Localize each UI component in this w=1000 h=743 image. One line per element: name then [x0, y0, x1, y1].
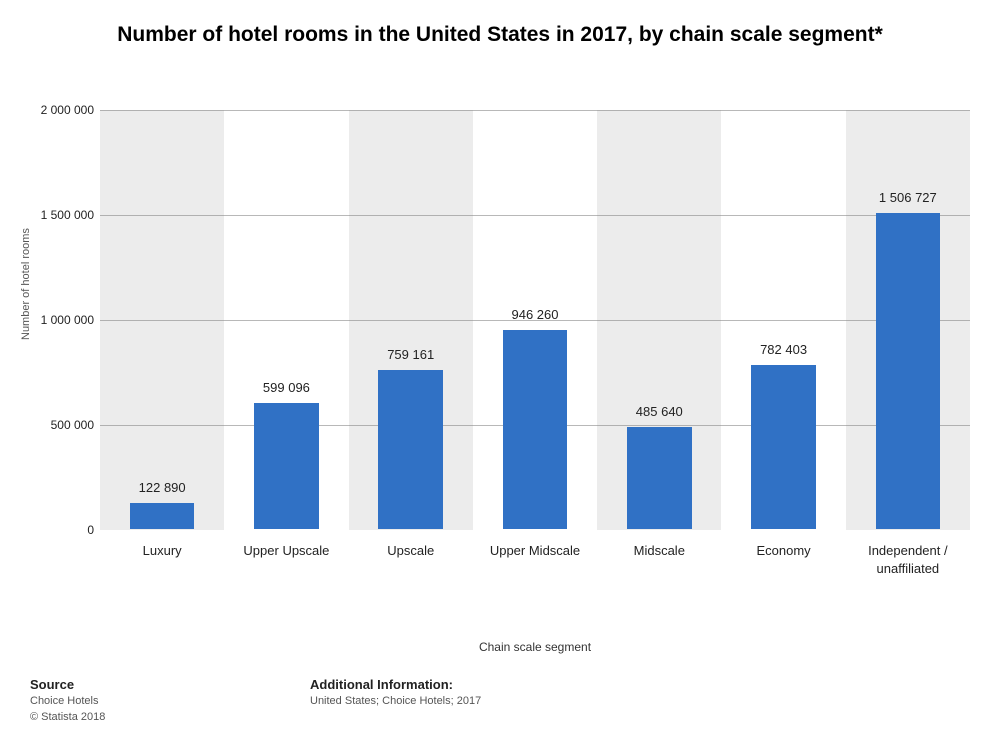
x-axis-label: Chain scale segment — [100, 640, 970, 654]
y-tick-label: 1 000 000 — [4, 313, 94, 327]
y-tick-label: 500 000 — [4, 418, 94, 432]
category-label: Upper Upscale — [231, 542, 341, 560]
bar — [130, 503, 195, 529]
grid-line — [100, 110, 970, 111]
bar — [876, 213, 941, 529]
bar-value-label: 1 506 727 — [848, 190, 968, 205]
bar-value-label: 485 640 — [599, 404, 719, 419]
source-line-1: Choice Hotels — [30, 694, 310, 709]
source-line-2: © Statista 2018 — [30, 710, 310, 725]
source-heading: Source — [30, 677, 310, 692]
category-label: Upscale — [356, 542, 466, 560]
additional-info-heading: Additional Information: — [310, 677, 970, 692]
bar-value-label: 946 260 — [475, 307, 595, 322]
y-tick-label: 1 500 000 — [4, 208, 94, 222]
category-label: Independent / unaffiliated — [853, 542, 963, 577]
bar — [627, 427, 692, 529]
category-label: Economy — [729, 542, 839, 560]
category-label: Midscale — [604, 542, 714, 560]
bar — [503, 330, 568, 529]
bar — [378, 370, 443, 529]
bar — [751, 365, 816, 529]
grid-line — [100, 215, 970, 216]
y-tick-label: 0 — [4, 523, 94, 537]
bar-value-label: 782 403 — [724, 342, 844, 357]
category-label: Luxury — [107, 542, 217, 560]
bar-value-label: 759 161 — [351, 347, 471, 362]
chart-area: 0500 0001 000 0001 500 0002 000 000122 8… — [100, 110, 970, 570]
additional-info-line: United States; Choice Hotels; 2017 — [310, 694, 970, 709]
chart-footer: Source Choice Hotels © Statista 2018 Add… — [30, 677, 970, 725]
y-tick-label: 2 000 000 — [4, 103, 94, 117]
category-label: Upper Midscale — [480, 542, 590, 560]
plot-area: 0500 0001 000 0001 500 0002 000 000122 8… — [100, 110, 970, 530]
chart-title: Number of hotel rooms in the United Stat… — [0, 0, 1000, 59]
bar-value-label: 599 096 — [226, 380, 346, 395]
bar-value-label: 122 890 — [102, 480, 222, 495]
bar — [254, 403, 319, 529]
